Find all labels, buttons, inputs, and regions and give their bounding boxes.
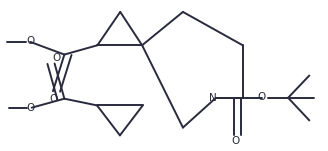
Text: O: O [26,36,34,46]
Text: O: O [26,103,34,113]
Text: O: O [52,53,60,63]
Text: O: O [50,94,58,104]
Text: O: O [232,136,240,146]
Text: O: O [258,92,266,102]
Text: N: N [210,93,217,103]
